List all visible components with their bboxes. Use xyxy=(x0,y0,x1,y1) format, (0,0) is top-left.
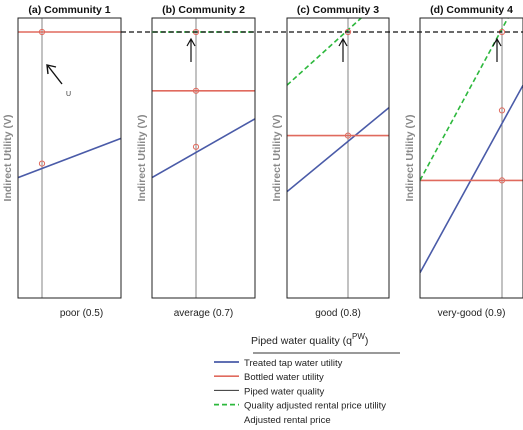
arrow-head xyxy=(338,37,348,47)
y-axis-label: Indirect Utility (V) xyxy=(404,115,416,202)
legend-label: Quality adjusted rental price utility xyxy=(244,401,386,412)
marker-point xyxy=(38,28,46,36)
series-line xyxy=(18,137,121,179)
marker-point xyxy=(344,132,352,139)
legend-label: Adjusted rental price xyxy=(244,415,331,426)
quality-tick-label: good (0.8) xyxy=(315,308,361,319)
marker-point xyxy=(192,87,200,94)
legend-item: Quality adjusted rental price utility xyxy=(214,401,386,412)
marker-point xyxy=(192,143,200,150)
arrow-head xyxy=(46,64,57,75)
arrow-head xyxy=(492,37,502,47)
series-line xyxy=(287,18,363,86)
marker-point xyxy=(498,107,506,114)
panel-2: (b) Community 2 average (0.7) xyxy=(151,4,256,319)
annotation-u: U xyxy=(66,91,71,98)
panel-title: (b) Community 2 xyxy=(162,4,245,16)
panel-frame xyxy=(17,17,122,299)
legend-label: Bottled water utility xyxy=(244,372,324,383)
legend-item: Adjusted rental price xyxy=(244,415,331,426)
panel-3: (c) Community 3 good (0.8) xyxy=(286,4,390,319)
series-line xyxy=(152,118,255,179)
panel-frame xyxy=(286,17,390,299)
legend-item: Bottled water utility xyxy=(214,372,324,383)
series-line xyxy=(287,106,389,193)
quality-tick-label: very-good (0.9) xyxy=(438,308,506,319)
panel-frame xyxy=(419,17,523,299)
legend: Treated tap water utility Bottled water u… xyxy=(214,352,400,426)
marker-point xyxy=(498,177,506,184)
y-axis-label: Indirect Utility (V) xyxy=(136,115,148,202)
y-axis-label: Indirect Utility (V) xyxy=(2,115,14,202)
panel-title: (a) Community 1 xyxy=(28,4,110,16)
y-axis-label: Indirect Utility (V) xyxy=(271,115,283,202)
panel-frame xyxy=(151,17,256,299)
quality-tick-label: average (0.7) xyxy=(174,308,233,319)
legend-item: Treated tap water utility xyxy=(214,358,343,369)
legend-label: Treated tap water utility xyxy=(244,358,343,369)
panel-title: (c) Community 3 xyxy=(297,4,379,16)
quality-tick-label: poor (0.5) xyxy=(60,308,103,319)
legend-label: Piped water quality xyxy=(244,386,325,397)
arrow-head xyxy=(186,37,196,47)
marker-point xyxy=(38,160,46,167)
panel-title: (d) Community 4 xyxy=(430,4,513,16)
series-line xyxy=(420,84,523,274)
x-axis-label: Piped water quality (qPW) xyxy=(251,332,368,347)
panel-4: (d) Community 4 very-good (0.9) xyxy=(419,4,523,319)
arrow-shaft xyxy=(47,65,63,85)
legend-item: Piped water quality xyxy=(214,386,325,397)
series-line xyxy=(420,18,509,181)
